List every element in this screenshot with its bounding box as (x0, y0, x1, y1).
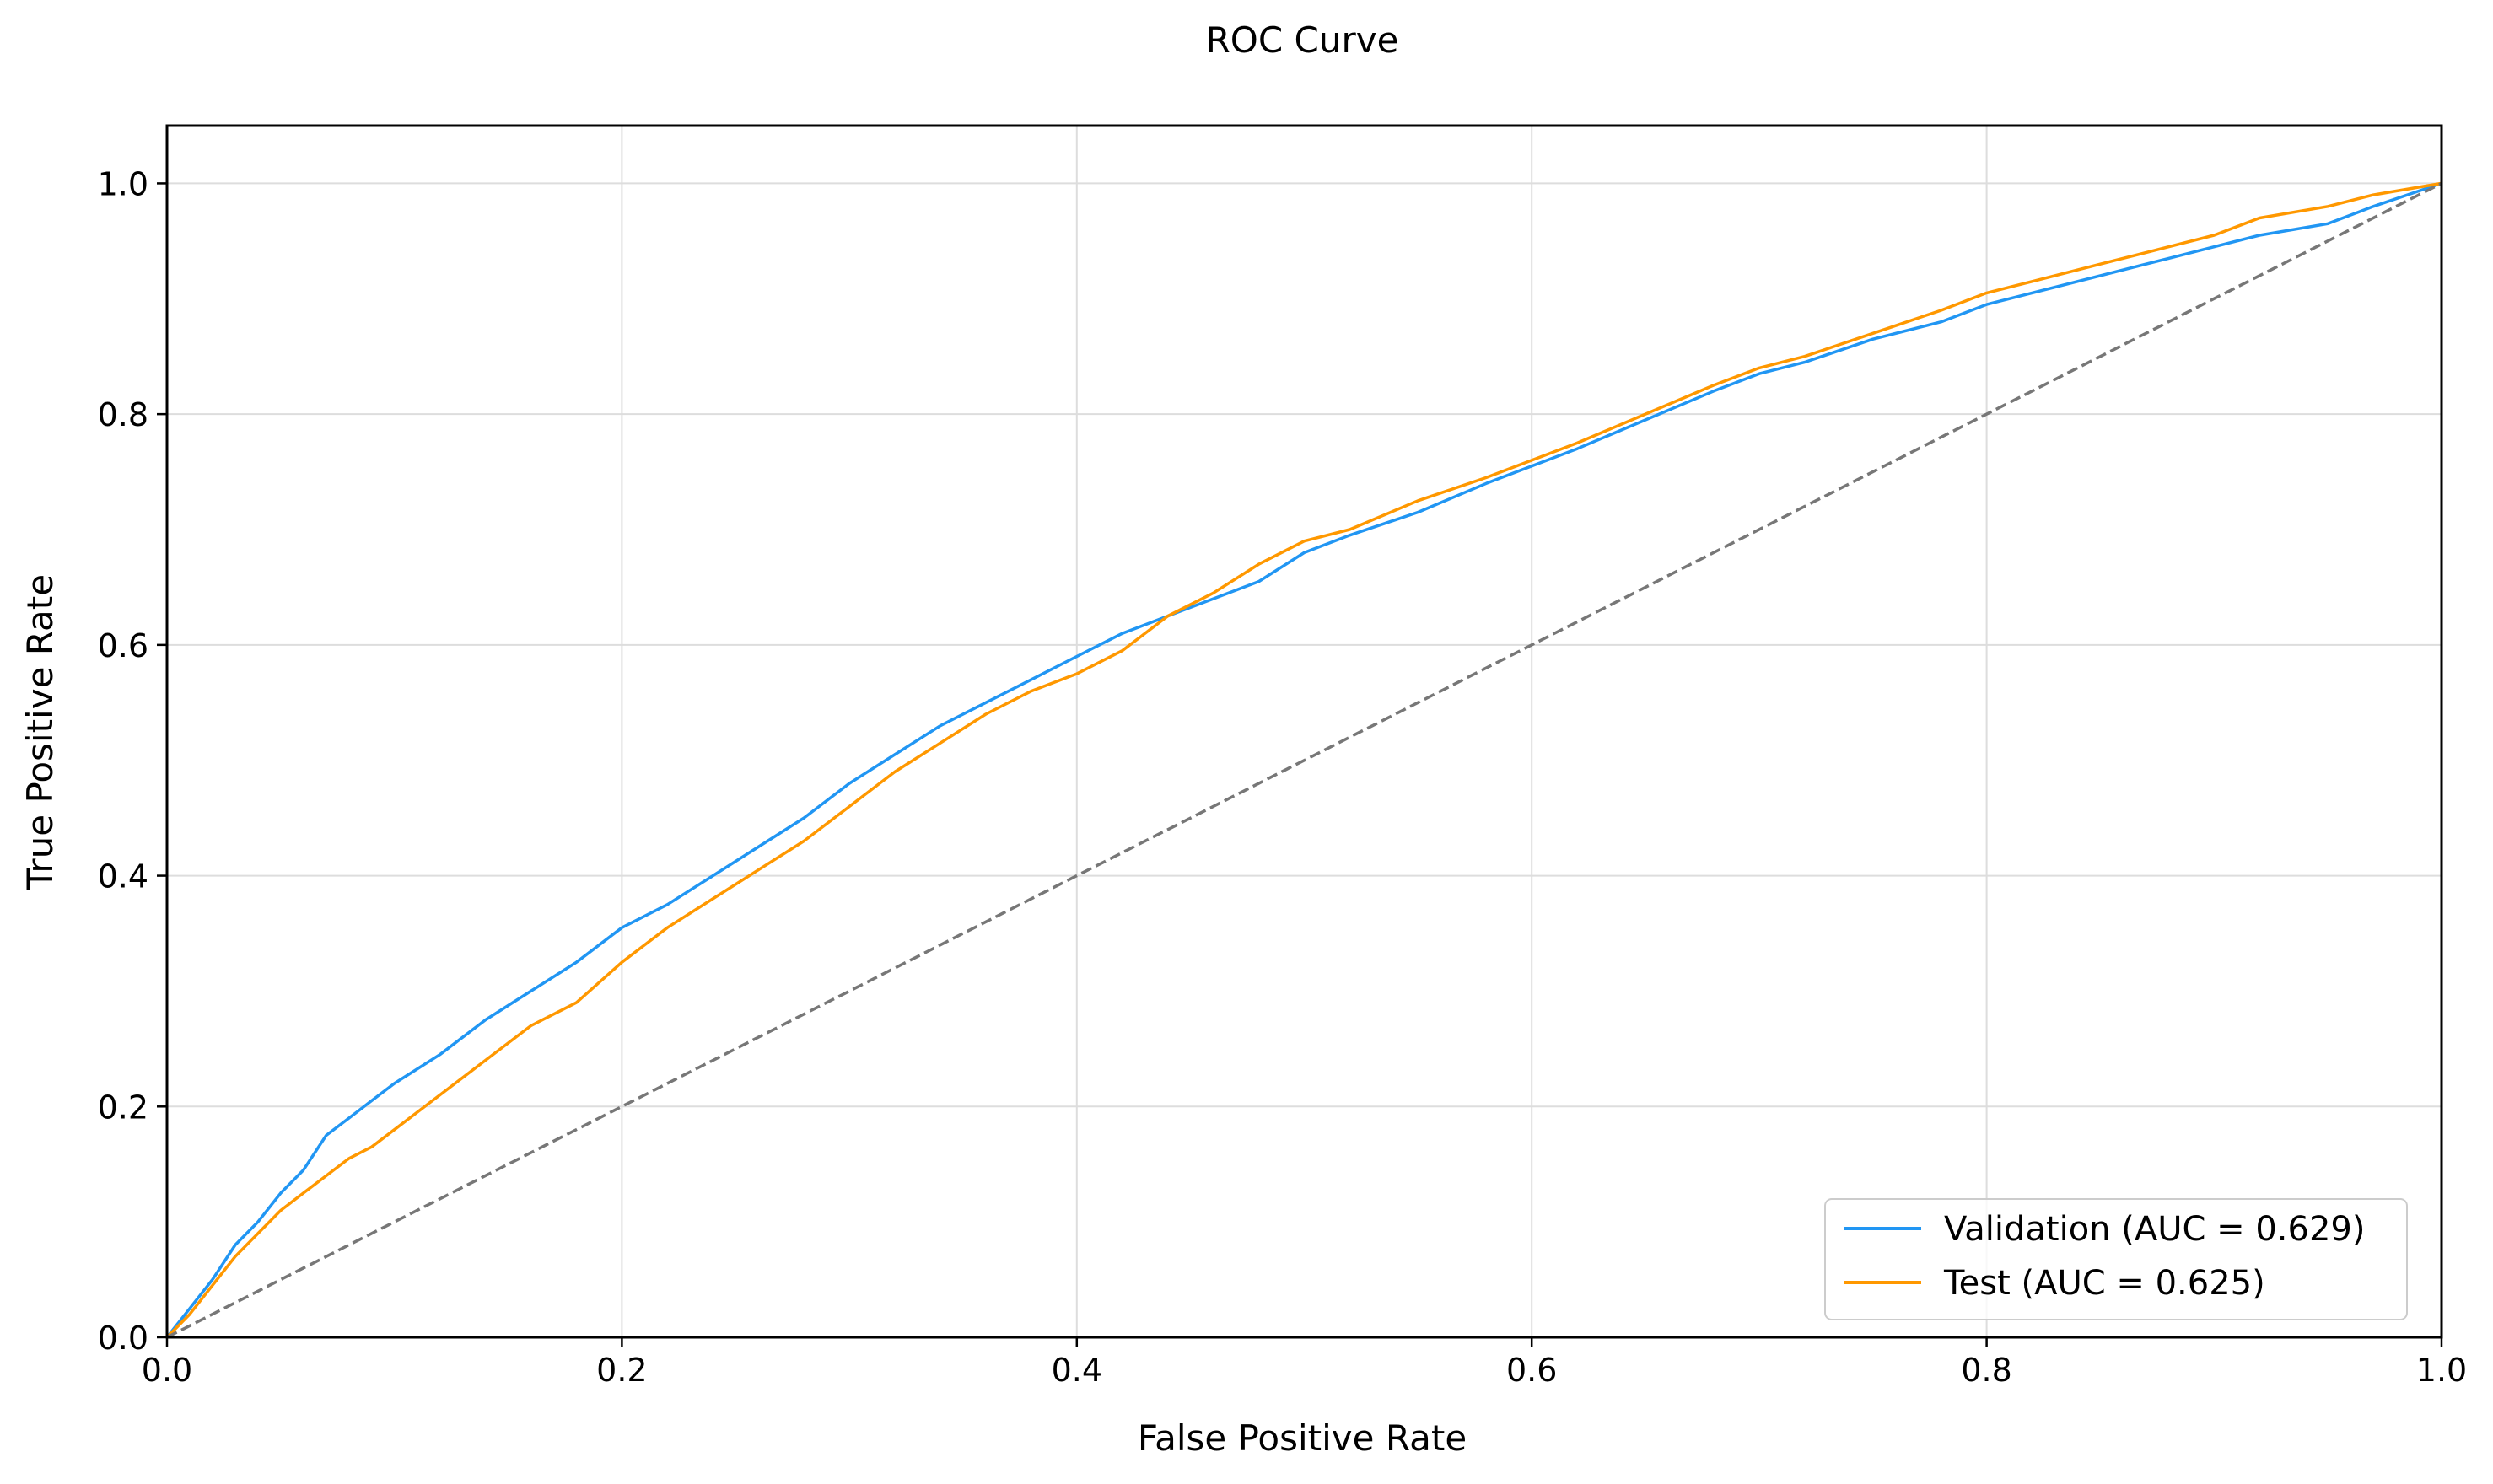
legend-label-validation: Validation (AUC = 0.629) (1944, 1210, 2365, 1249)
grid-layer (167, 126, 2442, 1337)
ticks-layer: 0.0 0.2 0.4 0.6 0.8 1.0 0.0 0.2 0.4 0.6 0.8 1.0 (98, 165, 2468, 1389)
x-tick-label: 0.0 (142, 1352, 192, 1389)
plot-layer (165, 181, 2442, 1339)
x-tick-label: 1.0 (2416, 1352, 2467, 1389)
x-tick-label: 0.8 (1961, 1352, 2011, 1389)
legend: Validation (AUC = 0.629) Test (AUC = 0.6… (1824, 1198, 2408, 1320)
y-tick-label: 0.8 (98, 396, 148, 433)
chart-title: ROC Curve (1206, 19, 1399, 61)
x-axis-label: False Positive Rate (1138, 1417, 1467, 1459)
y-tick-label: 0.4 (98, 858, 148, 895)
plot-frame (165, 124, 2443, 1339)
y-tick-label: 0.0 (98, 1320, 148, 1357)
y-tick-label: 0.2 (98, 1089, 148, 1126)
legend-label-test: Test (AUC = 0.625) (1943, 1264, 2265, 1303)
axes-layer (165, 124, 2443, 1339)
x-tick-label: 0.4 (1052, 1352, 1102, 1389)
x-tick-label: 0.6 (1506, 1352, 1557, 1389)
x-tick-label: 0.2 (596, 1352, 647, 1389)
y-tick-label: 0.6 (98, 627, 148, 664)
y-tick-label: 1.0 (98, 165, 148, 202)
chance-diagonal-line (166, 181, 2442, 1339)
series-line-0 (165, 181, 2442, 1339)
legend-box (1824, 1198, 2408, 1320)
y-axis-label: True Positive Rate (19, 574, 61, 890)
series-line-1 (165, 181, 2442, 1339)
